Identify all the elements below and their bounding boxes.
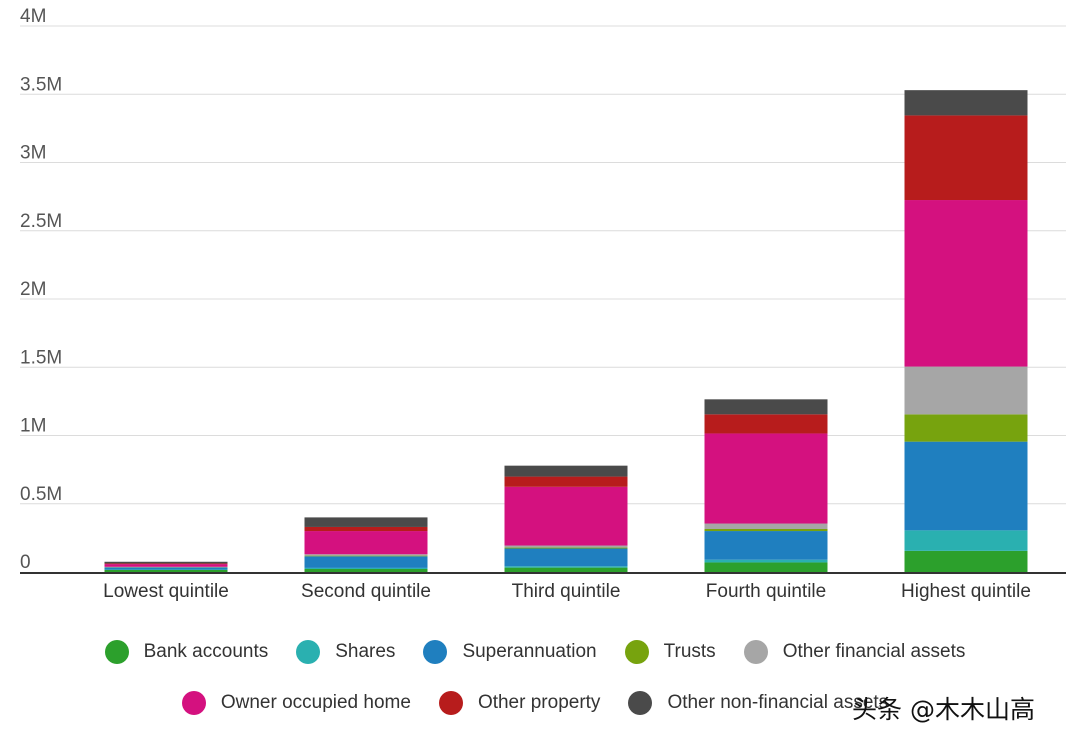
bar-segment bbox=[904, 115, 1028, 201]
bar-segment bbox=[104, 564, 228, 567]
y-tick-label: 2.5M bbox=[20, 211, 62, 232]
x-tick-label: Third quintile bbox=[512, 581, 621, 602]
legend-item: Other financial assets bbox=[743, 640, 966, 664]
bar-segment bbox=[304, 554, 428, 556]
bar-segment bbox=[504, 545, 628, 548]
bar-segment bbox=[504, 566, 628, 568]
legend-row-1: Bank accounts Shares Superannuation Trusts O… bbox=[0, 640, 1070, 664]
bar-segment bbox=[704, 414, 828, 434]
x-tick-label: Highest quintile bbox=[901, 581, 1031, 602]
y-tick-label: 1.5M bbox=[20, 347, 62, 368]
bar-segment bbox=[504, 476, 628, 487]
bar-segment bbox=[704, 523, 828, 530]
watermark: 头条 @木木山高 bbox=[852, 695, 1035, 724]
legend-item: Superannuation bbox=[423, 640, 597, 664]
bar-segment bbox=[304, 555, 428, 557]
legend-swatch bbox=[743, 640, 768, 664]
bar-segment bbox=[904, 550, 1028, 572]
x-tick-label: Second quintile bbox=[301, 581, 431, 602]
y-tick-label: 2M bbox=[20, 279, 46, 300]
bar-segment bbox=[104, 563, 228, 565]
x-tick-label: Lowest quintile bbox=[103, 581, 229, 602]
legend-item: Bank accounts bbox=[104, 640, 269, 664]
legend-swatch bbox=[628, 691, 653, 715]
bar-segment bbox=[704, 562, 828, 572]
legend-label: Other property bbox=[477, 692, 601, 713]
bar-segment bbox=[704, 399, 828, 415]
bar-segment bbox=[304, 517, 428, 527]
bar-segment bbox=[704, 433, 828, 524]
bar-segment bbox=[504, 547, 628, 549]
legend-item: Other non-financial assets bbox=[628, 691, 888, 715]
bar-segment bbox=[704, 531, 828, 560]
bar-segment bbox=[904, 90, 1028, 116]
legend-row-2: Owner occupied home Other property Other n… bbox=[0, 691, 1070, 715]
legend-swatch bbox=[181, 691, 206, 715]
bar-segment bbox=[904, 530, 1028, 551]
bar-segment bbox=[904, 441, 1028, 531]
legend-label: Other non-financial assets bbox=[667, 692, 889, 713]
legend-swatch bbox=[423, 640, 448, 664]
bar-segment bbox=[504, 486, 628, 546]
bar-segment bbox=[304, 567, 428, 569]
bar-segment bbox=[304, 531, 428, 555]
y-tick-label: 0 bbox=[20, 552, 31, 573]
bar-segment bbox=[504, 567, 628, 572]
legend-label: Other financial assets bbox=[782, 641, 966, 662]
legend-swatch bbox=[624, 640, 649, 664]
bar-segment bbox=[104, 567, 228, 570]
y-tick-label: 1M bbox=[20, 416, 46, 437]
legend-item: Owner occupied home bbox=[181, 691, 411, 715]
bar-segment bbox=[904, 200, 1028, 367]
y-tick-label: 4M bbox=[20, 6, 46, 27]
bar-segment bbox=[704, 529, 828, 532]
bar-segment bbox=[304, 568, 428, 572]
bar-segment bbox=[104, 569, 228, 572]
x-tick-label: Fourth quintile bbox=[706, 581, 826, 602]
bar-segment bbox=[304, 526, 428, 532]
bar-segment bbox=[904, 414, 1028, 442]
legend-swatch bbox=[438, 691, 463, 715]
legend-swatch bbox=[104, 640, 129, 664]
legend-label: Bank accounts bbox=[143, 641, 269, 662]
legend-item: Trusts bbox=[624, 640, 716, 664]
bar-segment bbox=[304, 556, 428, 568]
bar-segment bbox=[504, 548, 628, 567]
bar-segment bbox=[504, 465, 628, 477]
y-tick-label: 3M bbox=[20, 143, 46, 164]
legend-item: Shares bbox=[296, 640, 395, 664]
bar-segment bbox=[704, 559, 828, 563]
legend-label: Shares bbox=[335, 641, 396, 662]
legend-label: Superannuation bbox=[462, 641, 597, 662]
legend-label: Owner occupied home bbox=[220, 692, 411, 713]
bar-segment bbox=[104, 561, 228, 564]
bar-segment bbox=[904, 366, 1028, 415]
y-tick-label: 3.5M bbox=[20, 74, 62, 95]
legend-item: Other property bbox=[438, 691, 601, 715]
legend-swatch bbox=[296, 640, 321, 664]
legend-label: Trusts bbox=[663, 641, 716, 662]
y-tick-label: 0.5M bbox=[20, 484, 62, 505]
